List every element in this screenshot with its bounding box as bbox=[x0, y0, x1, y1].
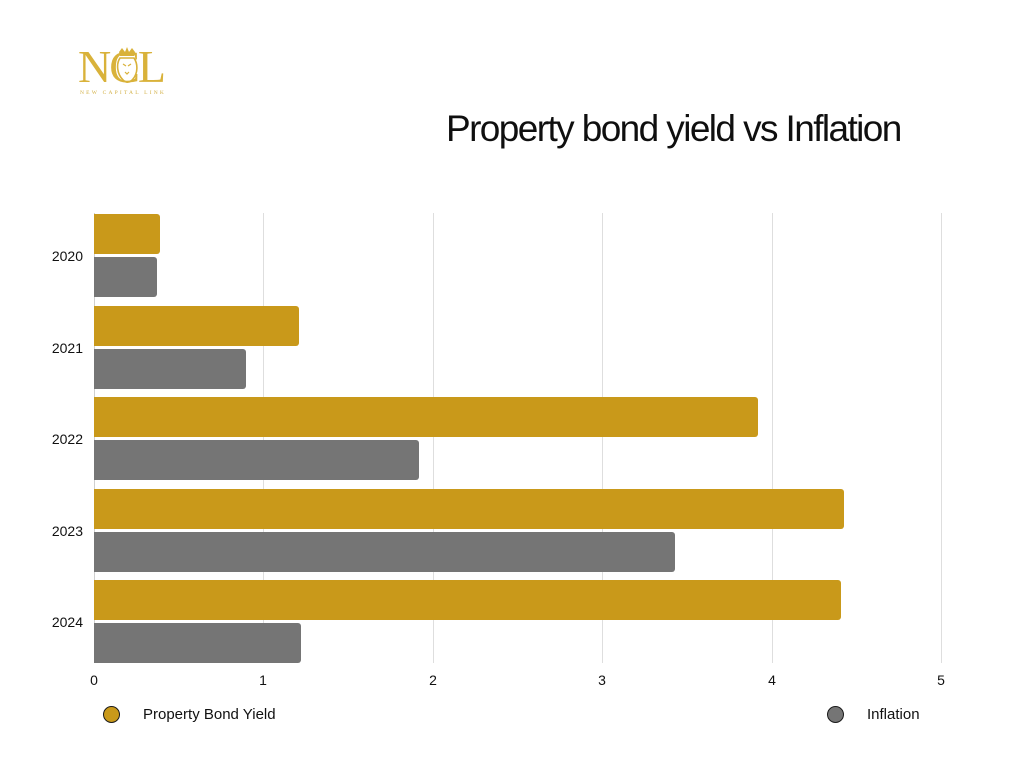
bar-property-bond-yield-2021 bbox=[94, 306, 299, 346]
x-tick-label: 0 bbox=[90, 672, 98, 688]
x-tick-label: 5 bbox=[937, 672, 945, 688]
gridline bbox=[772, 213, 773, 663]
lion-crown-icon bbox=[116, 47, 138, 83]
legend-item-inflation: Inflation bbox=[827, 706, 920, 723]
x-tick-label: 3 bbox=[598, 672, 606, 688]
gridline bbox=[602, 213, 603, 663]
y-tick-label: 2021 bbox=[51, 340, 83, 356]
legend-label: Inflation bbox=[867, 706, 920, 723]
bar-inflation-2020 bbox=[94, 257, 157, 297]
y-tick-label: 2022 bbox=[51, 431, 83, 447]
bar-property-bond-yield-2022 bbox=[94, 397, 758, 437]
bar-inflation-2023 bbox=[94, 532, 675, 572]
x-tick-label: 4 bbox=[768, 672, 776, 688]
legend-label: Property Bond Yield bbox=[143, 706, 276, 723]
ncl-logo: NCL NEW CAPITAL LINK bbox=[78, 44, 178, 100]
x-tick-label: 2 bbox=[429, 672, 437, 688]
x-tick-label: 1 bbox=[259, 672, 267, 688]
y-tick-label: 2020 bbox=[51, 248, 83, 264]
gridline bbox=[263, 213, 264, 663]
plot-area bbox=[94, 213, 942, 663]
logo-subtitle: NEW CAPITAL LINK bbox=[80, 90, 167, 96]
legend-circle-icon bbox=[103, 706, 120, 723]
bar-property-bond-yield-2020 bbox=[94, 214, 160, 254]
bar-inflation-2022 bbox=[94, 440, 419, 480]
legend-item-property-bond-yield: Property Bond Yield bbox=[103, 706, 276, 723]
chart-title: Property bond yield vs Inflation bbox=[446, 108, 902, 149]
bar-property-bond-yield-2024 bbox=[94, 580, 841, 620]
legend-circle-icon bbox=[827, 706, 844, 723]
bar-inflation-2024 bbox=[94, 623, 301, 663]
gridline bbox=[941, 213, 942, 663]
bar-property-bond-yield-2023 bbox=[94, 489, 844, 529]
y-tick-label: 2023 bbox=[51, 523, 83, 539]
y-axis-line bbox=[94, 213, 95, 663]
y-tick-label: 2024 bbox=[51, 614, 83, 630]
bar-inflation-2021 bbox=[94, 349, 246, 389]
gridline bbox=[433, 213, 434, 663]
